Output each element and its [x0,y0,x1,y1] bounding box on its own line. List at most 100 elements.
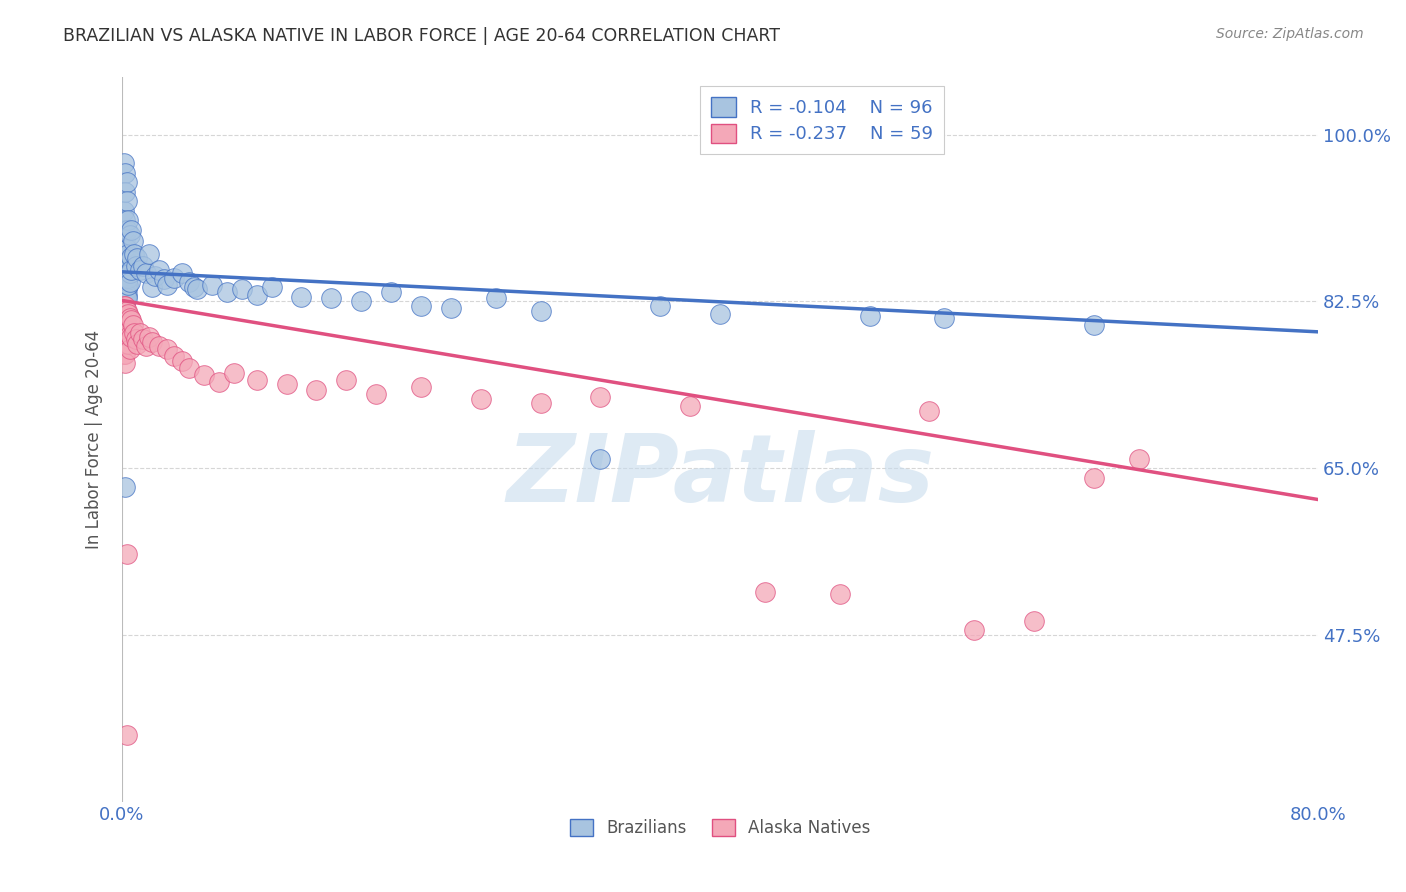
Point [118,310,141,325]
Point [121,318,143,333]
Point [114,285,136,299]
Point [112,282,135,296]
Point [186,282,208,296]
Point [114,299,136,313]
Point [321,292,343,306]
Point [380,285,402,299]
Point [125,337,148,351]
Point [589,451,612,466]
Point [114,287,136,301]
Text: BRAZILIAN VS ALASKA NATIVE IN LABOR FORCE | AGE 20-64 CORRELATION CHART: BRAZILIAN VS ALASKA NATIVE IN LABOR FORC… [63,27,780,45]
Point [112,318,135,333]
Point [179,275,201,289]
Point [409,299,432,313]
Point [112,299,135,313]
Point [118,327,141,342]
Point [120,263,142,277]
Point [193,368,215,382]
Point [114,263,136,277]
Point [120,250,142,264]
Point [112,295,135,310]
Point [135,339,157,353]
Point [112,277,135,292]
Point [112,272,135,286]
Point [335,373,357,387]
Point [350,294,373,309]
Point [115,259,138,273]
Point [179,361,201,376]
Point [114,318,136,333]
Point [470,392,492,407]
Point [132,333,155,347]
Point [112,287,135,301]
Text: ZIPatlas: ZIPatlas [506,430,934,522]
Point [124,333,146,347]
Point [114,327,136,342]
Point [231,282,253,296]
Point [143,268,166,283]
Point [709,307,731,321]
Point [114,185,136,199]
Point [124,259,146,273]
Point [115,728,138,742]
Point [156,342,179,356]
Point [117,323,139,337]
Point [125,252,148,266]
Point [112,280,135,294]
Point [170,354,193,368]
Point [650,299,672,313]
Point [276,377,298,392]
Point [1128,451,1150,466]
Point [112,260,135,275]
Point [117,278,139,293]
Point [115,265,138,279]
Point [115,547,138,561]
Point [918,404,941,418]
Point [121,235,143,249]
Point [114,347,136,361]
Point [114,309,136,323]
Point [305,383,328,397]
Point [148,339,170,353]
Point [118,227,141,242]
Point [208,376,231,390]
Point [115,287,138,301]
Point [132,259,155,273]
Point [114,278,136,293]
Point [156,278,179,293]
Point [246,287,269,301]
Point [163,349,186,363]
Point [530,396,553,410]
Point [118,275,141,289]
Point [858,309,880,323]
Point [115,282,138,296]
Point [148,263,170,277]
Point [115,223,138,237]
Point [117,213,139,227]
Point [122,326,145,340]
Point [112,297,135,311]
Point [112,327,135,342]
Point [260,280,283,294]
Point [114,299,136,313]
Point [1083,470,1105,484]
Point [589,390,612,404]
Point [440,301,463,315]
Point [112,156,135,170]
Point [115,327,138,342]
Point [138,329,160,343]
Point [112,203,135,218]
Point [120,223,142,237]
Point [122,246,145,260]
Point [112,293,135,308]
Point [112,292,135,306]
Point [183,280,205,294]
Point [201,278,224,293]
Text: Source: ZipAtlas.com: Source: ZipAtlas.com [1216,27,1364,41]
Point [112,242,135,256]
Point [141,280,163,294]
Point [112,275,135,289]
Point [118,253,141,268]
Point [115,277,138,291]
Point [112,266,135,280]
